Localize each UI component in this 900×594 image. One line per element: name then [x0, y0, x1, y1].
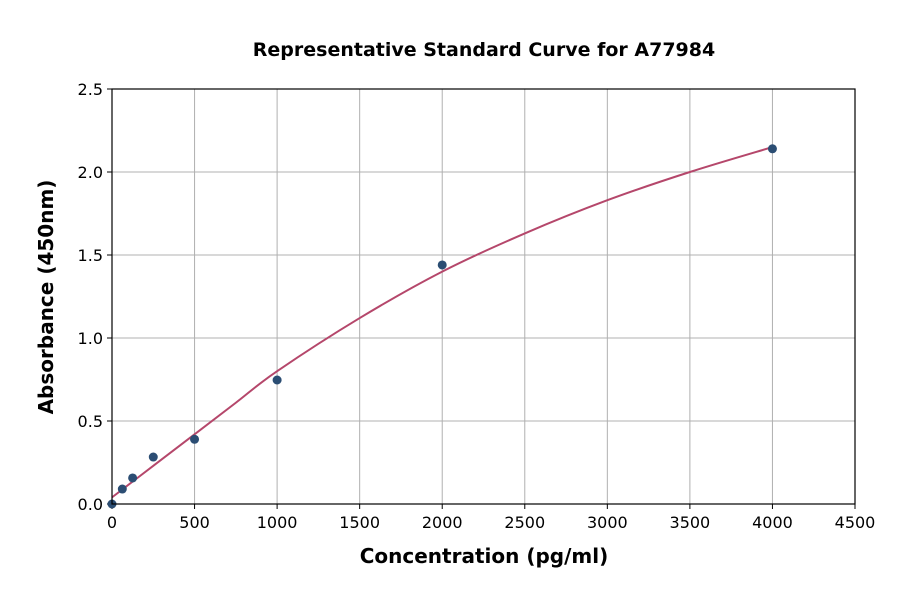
data-point	[117, 484, 127, 494]
x-tick-label: 4500	[835, 513, 876, 532]
y-tick-label: 0.5	[78, 412, 103, 431]
y-axis-label: Absorbance (450nm)	[34, 180, 58, 415]
x-tick-label: 1500	[339, 513, 380, 532]
x-tick-label: 4000	[752, 513, 793, 532]
y-tick-label: 2.0	[78, 163, 103, 182]
data-point	[767, 144, 777, 154]
x-tick-label: 3000	[587, 513, 628, 532]
x-tick-label: 2500	[504, 513, 545, 532]
y-tick-label: 1.5	[78, 246, 103, 265]
x-tick-label: 2000	[422, 513, 463, 532]
x-tick-label: 500	[179, 513, 210, 532]
data-point	[190, 434, 200, 444]
plot-frame	[111, 88, 856, 505]
y-tick-label: 2.5	[78, 80, 103, 99]
data-point	[148, 452, 158, 462]
data-point	[272, 375, 282, 385]
x-axis-label: Concentration (pg/ml)	[360, 544, 609, 568]
x-tick-label: 3500	[670, 513, 711, 532]
x-tick-label: 0	[107, 513, 117, 532]
chart-title: Representative Standard Curve for A77984	[253, 39, 715, 61]
y-tick-label: 1.0	[78, 329, 103, 348]
y-tick-label: 0.0	[78, 495, 103, 514]
data-point	[437, 260, 447, 270]
x-tick-label: 1000	[257, 513, 298, 532]
data-point	[128, 473, 138, 483]
